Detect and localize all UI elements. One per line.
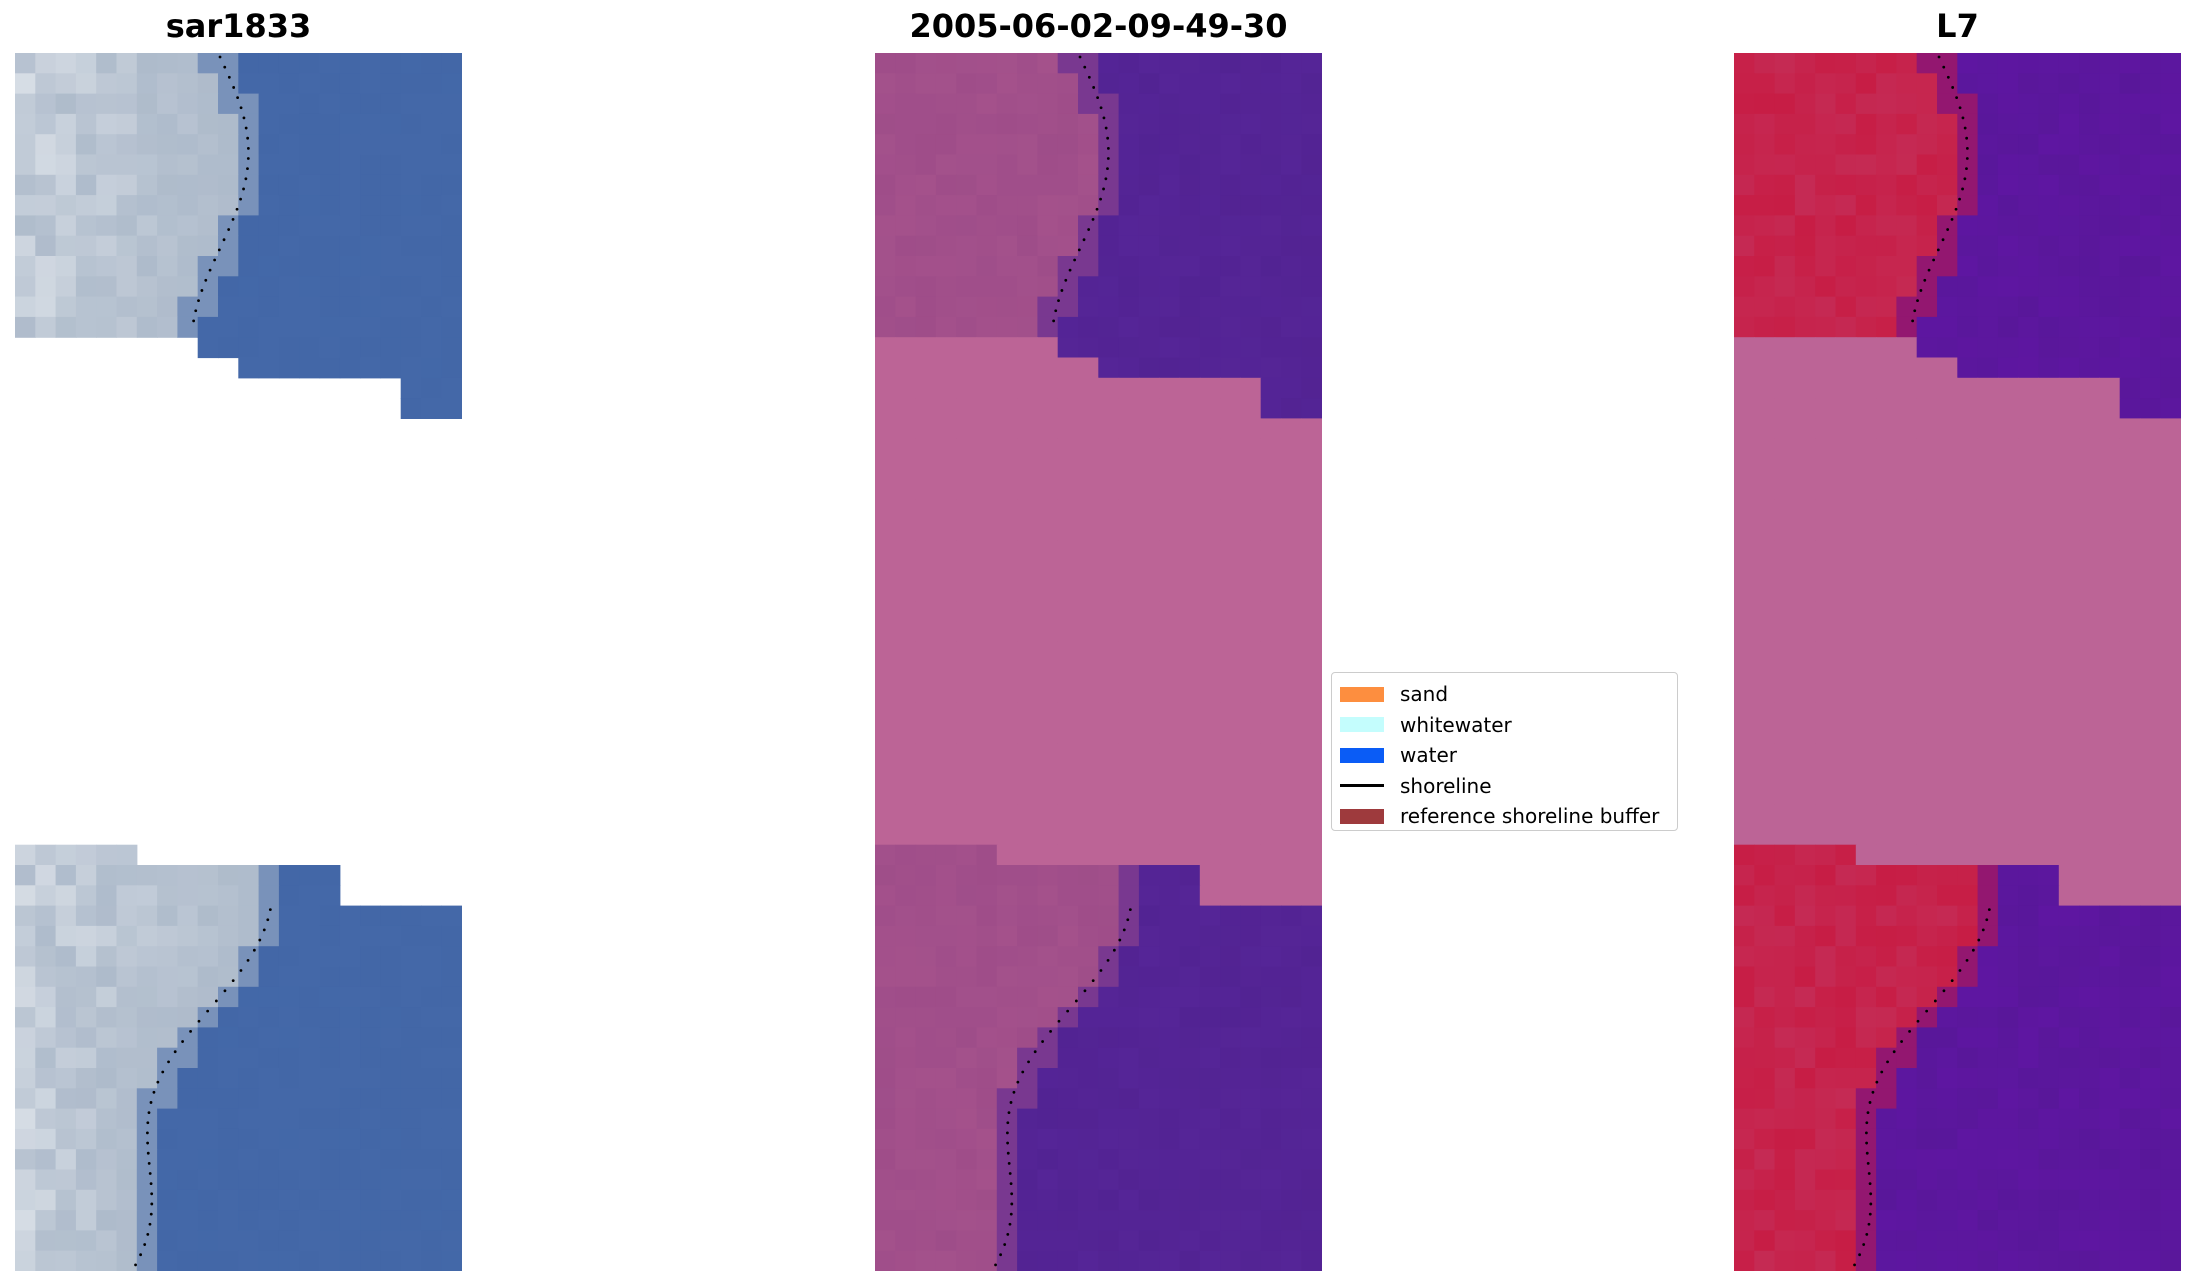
index-image-panel <box>1734 53 2181 1271</box>
legend: sand whitewater water shoreline referenc… <box>1331 672 1678 831</box>
legend-swatch-water <box>1340 747 1384 763</box>
legend-label: sand <box>1400 682 1449 707</box>
panel-title-rgb: sar1833 <box>165 7 312 45</box>
classified-image-panel <box>875 53 1322 1271</box>
rgb-image-panel <box>15 53 462 1271</box>
panel-title-classified: 2005-06-02-09-49-30 <box>909 7 1288 45</box>
legend-item-shoreline: shoreline <box>1332 771 1677 802</box>
legend-item-reference-buffer: reference shoreline buffer <box>1332 801 1677 832</box>
shoreline-points <box>1853 55 1991 1267</box>
legend-label: reference shoreline buffer <box>1400 804 1660 829</box>
panel-title-index: L7 <box>1936 7 1979 45</box>
legend-label: water <box>1400 743 1457 768</box>
legend-swatch-whitewater <box>1340 717 1384 733</box>
legend-item-water: water <box>1332 740 1677 771</box>
legend-label: shoreline <box>1400 773 1492 798</box>
shoreline-points <box>994 55 1132 1267</box>
shoreline-points <box>134 55 272 1267</box>
legend-swatch-sand <box>1340 686 1384 702</box>
legend-label: whitewater <box>1400 712 1512 737</box>
legend-item-whitewater: whitewater <box>1332 710 1677 741</box>
legend-swatch-shoreline <box>1340 784 1384 788</box>
legend-item-sand: sand <box>1332 679 1677 710</box>
legend-swatch-reference-buffer <box>1340 808 1384 824</box>
